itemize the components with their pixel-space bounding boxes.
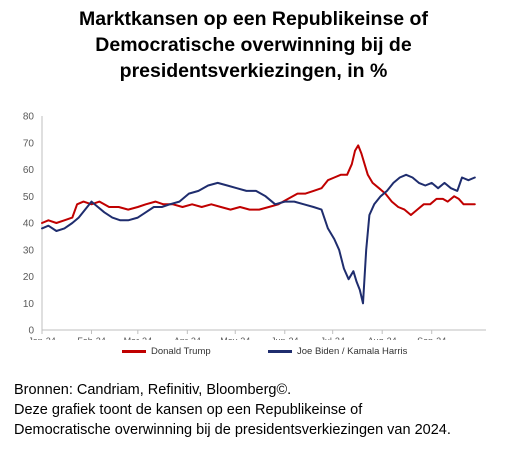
- y-tick-label: 40: [23, 219, 35, 230]
- legend-item-biden-harris: Joe Biden / Kamala Harris: [268, 346, 407, 357]
- chart-title-line-2: Democratische overwinning bij de: [95, 34, 412, 56]
- x-tick-label: Jun-24: [271, 336, 299, 340]
- line-chart: 0 10 20 30 40 50 60 70 80 Jan-24 Feb-24 Mar-24 Apr-2…: [23, 112, 486, 340]
- y-tick-label: 10: [23, 299, 35, 310]
- x-tick-label: Apr-24: [174, 336, 201, 340]
- chart-series: [41, 144, 476, 305]
- chart-title-line-1: Marktkansen op een Republikeinse of: [79, 8, 428, 30]
- legend-label-biden-harris: Joe Biden / Kamala Harris: [297, 346, 408, 357]
- y-tick-label: 20: [23, 272, 35, 283]
- legend-swatch-trump: [122, 349, 146, 353]
- y-tick-label: 50: [23, 192, 35, 203]
- legend-label-trump: Donald Trump: [151, 346, 211, 357]
- y-tick-label: 70: [23, 138, 35, 149]
- x-tick-label: Sep-24: [417, 336, 446, 340]
- chart-title-line-3: presidentsverkiezingen, in %: [119, 60, 388, 82]
- y-tick-label: 0: [28, 326, 34, 337]
- x-tick-label: Aug-24: [368, 336, 397, 340]
- legend-item-trump: Donald Trump: [122, 346, 211, 357]
- source-note: Bronnen: Candriam, Refinitiv, Bloomberg©…: [14, 382, 292, 398]
- x-tick-label: May-24: [220, 336, 250, 340]
- chart-title: Marktkansen op een Republikeinse of Demo…: [0, 6, 507, 84]
- y-tick-label: 60: [23, 165, 35, 176]
- x-tick-label: Mar-24: [124, 336, 153, 340]
- x-tick-label: Jul-24: [320, 336, 345, 340]
- y-tick-label: 80: [23, 112, 35, 123]
- series-line-trump: [41, 144, 476, 224]
- x-tick-label: Feb-24: [77, 336, 106, 340]
- description-note-line-2: Democratische overwinning bij de preside…: [14, 422, 451, 438]
- series-line-biden-harris: [41, 173, 476, 305]
- chart-axes: 0 10 20 30 40 50 60 70 80 Jan-24 Feb-24 Mar-24 Apr-2…: [23, 112, 486, 340]
- footer-notes: Bronnen: Candriam, Refinitiv, Bloomberg©…: [14, 380, 451, 440]
- description-note-line-1: Deze grafiek toont de kansen op een Repu…: [14, 402, 363, 418]
- legend-swatch-biden-harris: [268, 349, 292, 353]
- x-tick-label: Jan-24: [28, 336, 56, 340]
- y-tick-label: 30: [23, 245, 35, 256]
